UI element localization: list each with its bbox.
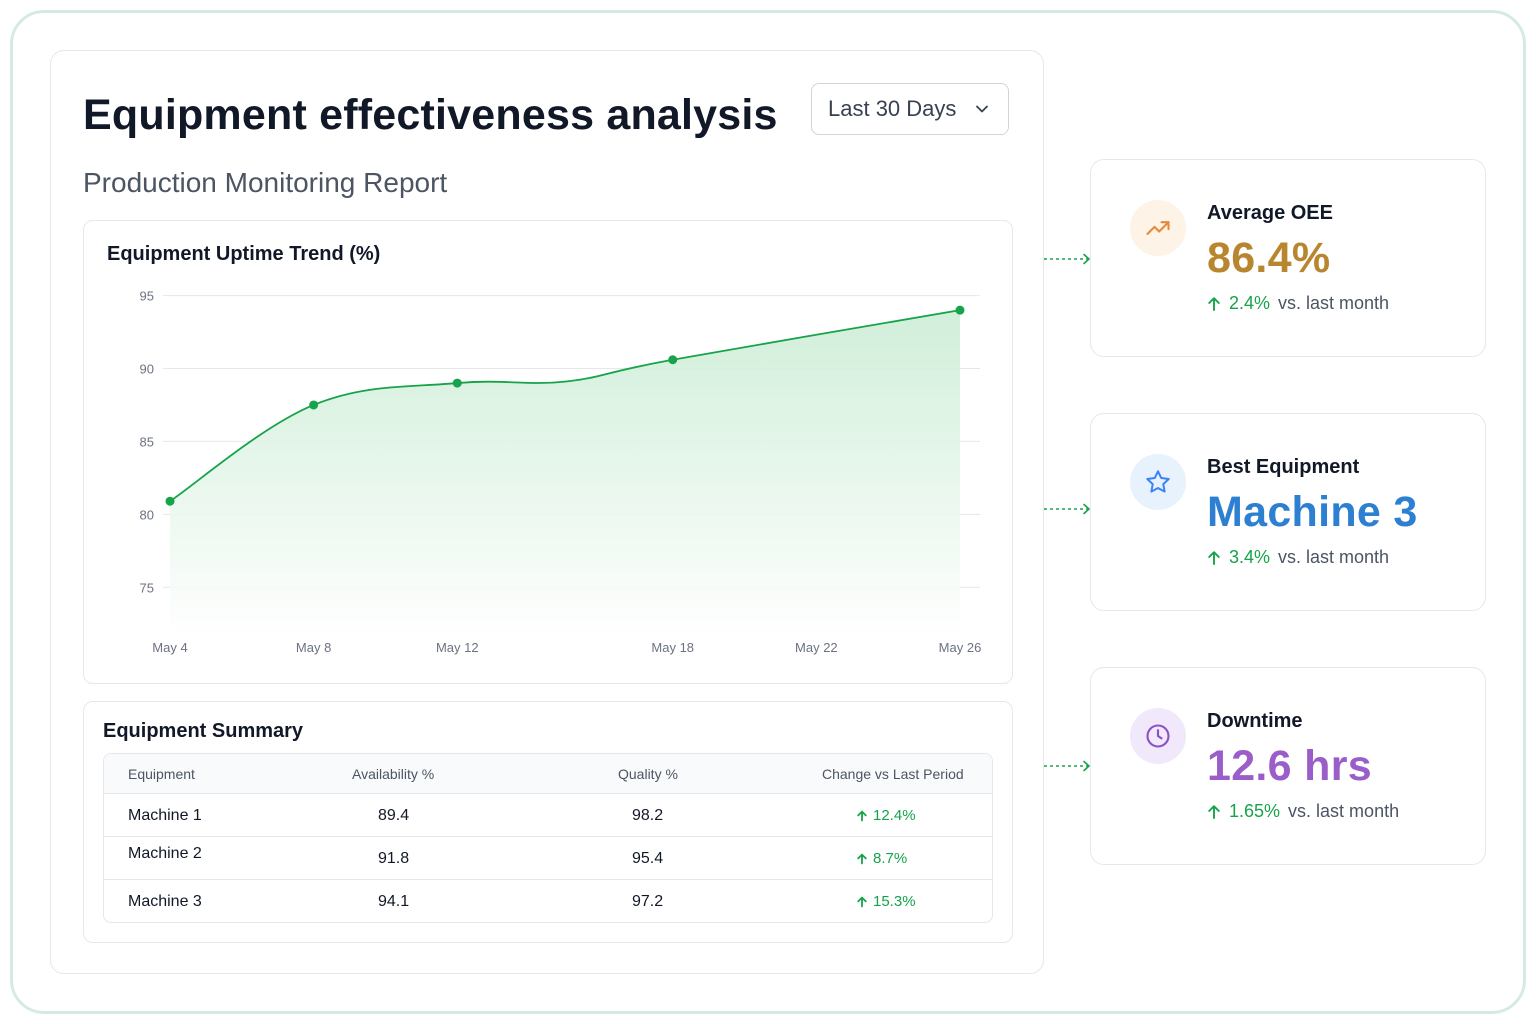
page-subtitle: Production Monitoring Report — [83, 167, 448, 198]
arrow-up-icon — [1208, 804, 1220, 819]
cell-equipment: Machine 2 — [128, 845, 202, 862]
stat-change-suffix: vs. last month — [1278, 547, 1390, 567]
date-range-label: Last 30 Days — [828, 96, 957, 121]
stat-icon-badge — [1130, 708, 1186, 764]
x-tick-label: May 8 — [296, 640, 331, 655]
arrow-up-icon — [857, 853, 867, 864]
stat-icon-badge — [1130, 200, 1186, 256]
column-header-equipment: Equipment — [128, 766, 195, 782]
equipment-summary-card: Equipment Summary Equipment Availability… — [83, 701, 1013, 943]
arrow-up-icon — [857, 896, 867, 907]
arrow-up-icon — [1208, 550, 1220, 565]
y-tick-label: 90 — [140, 362, 154, 377]
x-tick-label: May 18 — [651, 640, 694, 655]
stat-change-value: 1.65% — [1229, 801, 1281, 821]
data-point — [452, 378, 462, 388]
change-value: 8.7% — [873, 850, 908, 867]
cell-change: 15.3% — [856, 893, 916, 910]
stat-icon-badge — [1130, 454, 1186, 510]
page-title: Equipment effectiveness analysis — [83, 91, 778, 139]
change-value: 15.3% — [873, 893, 916, 910]
summary-title: Equipment Summary — [103, 720, 304, 742]
cell-change: 12.4% — [856, 807, 916, 824]
data-point — [955, 305, 965, 315]
y-tick-label: 75 — [140, 580, 154, 595]
stat-label: Downtime — [1207, 710, 1303, 732]
stat-card-best-equipment: Best Equipment Machine 3 3.4% vs. last m… — [1090, 413, 1486, 611]
cell-availability: 91.8 — [378, 850, 410, 867]
cell-change: 8.7% — [856, 850, 907, 867]
x-tick-label: May 4 — [152, 640, 187, 655]
connector-arrow — [1044, 760, 1090, 772]
y-tick-label: 85 — [140, 434, 154, 449]
stat-change-suffix: vs. last month — [1278, 293, 1390, 313]
x-tick-label: May 26 — [939, 640, 982, 655]
stat-value: 86.4% — [1207, 234, 1331, 282]
cell-availability: 94.1 — [378, 893, 410, 910]
date-range-select[interactable]: Last 30 Days — [811, 83, 1009, 135]
table-row: Machine 3 94.1 97.2 15.3% — [104, 880, 992, 922]
main-panel: Equipment effectiveness analysis Product… — [50, 50, 1044, 974]
stat-change-value: 2.4% — [1229, 293, 1271, 313]
data-point — [165, 496, 175, 506]
column-header-change: Change vs Last Period — [822, 766, 964, 782]
arrow-up-icon — [1208, 296, 1220, 311]
data-point — [668, 355, 678, 365]
x-tick-label: May 12 — [436, 640, 479, 655]
connector-arrow — [1044, 253, 1090, 265]
table-row: Machine 1 89.4 98.2 12.4% — [104, 794, 992, 837]
uptime-chart: 75 80 85 90 95 May 4 May 8 May 12 May 18 May 22 M… — [140, 289, 982, 655]
stat-card-downtime: Downtime 12.6 hrs 1.65% vs. last month — [1090, 667, 1486, 865]
x-tick-label: May 22 — [795, 640, 838, 655]
clock-icon — [1146, 724, 1170, 748]
stat-value: Machine 3 — [1207, 488, 1418, 536]
chevron-down-icon — [976, 105, 988, 113]
y-tick-label: 95 — [140, 289, 154, 304]
stat-change: 3.4% vs. last month — [1207, 547, 1389, 568]
summary-table: Equipment Availability % Quality % Chang… — [103, 753, 993, 923]
change-value: 12.4% — [873, 807, 916, 824]
stat-label: Best Equipment — [1207, 456, 1360, 478]
table-header: Equipment Availability % Quality % Chang… — [104, 754, 992, 794]
stat-change: 1.65% vs. last month — [1207, 801, 1399, 822]
connector-arrow — [1044, 503, 1090, 515]
table-row: Machine 2 91.8 95.4 8.7% — [104, 837, 992, 880]
stat-change-suffix: vs. last month — [1288, 801, 1400, 821]
uptime-chart-card: Equipment Uptime Trend (%) 75 80 85 90 95 Ma… — [83, 220, 1013, 684]
uptime-line — [169, 309, 961, 502]
uptime-area — [170, 310, 960, 637]
cell-availability: 89.4 — [378, 807, 410, 824]
cell-equipment: Machine 3 — [128, 893, 202, 910]
stat-card-average-oee: Average OEE 86.4% 2.4% vs. last month — [1090, 159, 1486, 357]
stat-change-value: 3.4% — [1229, 547, 1271, 567]
column-header-availability: Availability % — [352, 766, 435, 782]
trending-up-icon — [1146, 221, 1170, 235]
star-icon — [1146, 470, 1170, 493]
data-point — [309, 400, 319, 410]
chart-title: Equipment Uptime Trend (%) — [107, 243, 381, 265]
column-header-quality: Quality % — [618, 766, 678, 782]
stat-value: 12.6 hrs — [1207, 742, 1372, 790]
cell-quality: 98.2 — [632, 807, 664, 824]
stat-change: 2.4% vs. last month — [1207, 293, 1389, 314]
arrow-up-icon — [857, 810, 867, 821]
cell-equipment: Machine 1 — [128, 807, 202, 824]
cell-quality: 97.2 — [632, 893, 664, 910]
y-tick-label: 80 — [140, 507, 154, 522]
cell-quality: 95.4 — [632, 850, 664, 867]
stat-label: Average OEE — [1207, 202, 1333, 224]
